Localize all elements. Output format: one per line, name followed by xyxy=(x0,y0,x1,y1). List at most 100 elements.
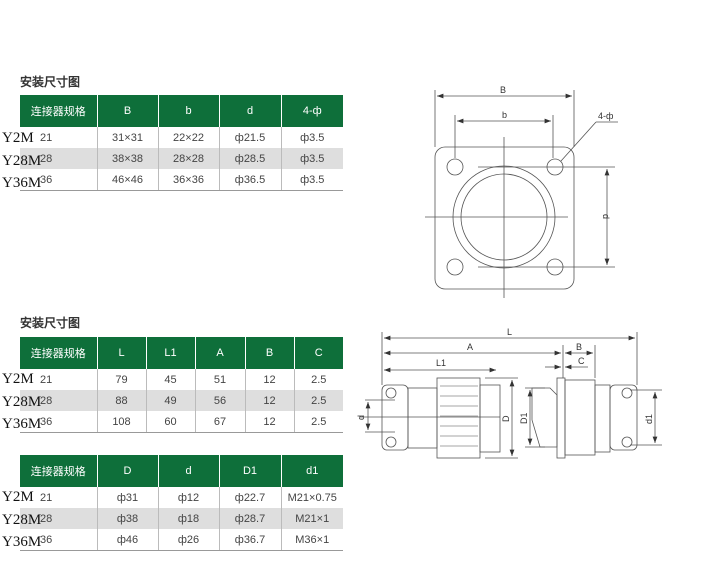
cell: 28 xyxy=(20,390,98,411)
header-cell: b xyxy=(158,95,220,127)
cell: ф21.5 xyxy=(219,127,282,148)
dim-label-A: A xyxy=(467,342,473,352)
table-row: 28 38×38 28×28 ф28.5 ф3.5 xyxy=(20,148,343,169)
cell: 60 xyxy=(146,411,196,433)
cell: 2.5 xyxy=(294,390,343,411)
length-dimension-table: 连接器规格 L L1 A B C 21 79 45 51 12 2.5 28 88 49 56 12 2.5 … xyxy=(20,337,343,433)
header-cell: d xyxy=(158,455,220,487)
dim-label-b: b xyxy=(502,110,507,120)
cell: ф18 xyxy=(158,508,220,529)
cell: 36×36 xyxy=(158,169,220,191)
cell: 88 xyxy=(97,390,147,411)
flange-front-view: B b 4-ф d xyxy=(425,85,618,298)
header-cell: 连接器规格 xyxy=(20,95,98,127)
header-cell: d1 xyxy=(281,455,343,487)
cell: ф46 xyxy=(97,529,159,551)
cell: ф36.5 xyxy=(219,169,282,191)
cell: 49 xyxy=(146,390,196,411)
dim-label-L1: L1 xyxy=(436,358,446,368)
cell: 108 xyxy=(97,411,147,433)
header-cell: B xyxy=(97,95,159,127)
cell: 21 xyxy=(20,127,98,148)
cell: 28×28 xyxy=(158,148,220,169)
model-label: Y2M xyxy=(2,130,34,146)
table-row: 28 ф38 ф18 ф28.7 M21×1 xyxy=(20,508,343,529)
table-row: 28 88 49 56 12 2.5 xyxy=(20,390,343,411)
cell: ф28.5 xyxy=(219,148,282,169)
cell: ф3.5 xyxy=(281,169,343,191)
table-row: 21 31×31 22×22 ф21.5 ф3.5 xyxy=(20,127,343,148)
cell: ф22.7 xyxy=(219,487,282,508)
cell: 36 xyxy=(20,529,98,551)
dim-label-d: d xyxy=(356,415,366,420)
cell: 22×22 xyxy=(158,127,220,148)
cell: 2.5 xyxy=(311,373,327,386)
cell: ф31 xyxy=(97,487,159,508)
cell: 21 xyxy=(20,487,98,508)
cell: ф28.7 xyxy=(219,508,282,529)
table-row: 36 46×46 36×36 ф36.5 ф3.5 xyxy=(20,169,343,191)
cell: 36 xyxy=(20,169,98,191)
cell: M36×1 xyxy=(281,529,343,551)
header-cell: D xyxy=(97,455,159,487)
header-cell: 连接器规格 xyxy=(20,337,98,369)
model-label: Y28M xyxy=(2,512,42,528)
model-label: Y36M xyxy=(2,534,42,550)
dim-label-C: C xyxy=(578,356,585,366)
cell: 51 xyxy=(195,369,246,390)
dim-label-D1: D1 xyxy=(519,412,529,424)
cell: 12 xyxy=(245,411,295,433)
cell: ф38 xyxy=(97,508,159,529)
cell: 56 xyxy=(195,390,246,411)
model-label: Y36M xyxy=(2,416,42,432)
header-cell: L1 xyxy=(146,337,196,369)
header-cell: B xyxy=(245,337,295,369)
cell: 79 xyxy=(97,369,147,390)
model-label: Y2M xyxy=(2,489,34,505)
cell: 67 xyxy=(195,411,246,433)
cell: 28 xyxy=(20,148,98,169)
dim-label-L: L xyxy=(507,327,512,337)
table-row: 21 ф31 ф12 ф22.7 M21×0.75 xyxy=(20,487,343,508)
cell: ф3.5 xyxy=(300,131,325,144)
cell: 28 xyxy=(20,508,98,529)
cell: 45 xyxy=(146,369,196,390)
header-cell: D1 xyxy=(219,455,282,487)
section-title: 安装尺寸图 xyxy=(20,75,81,89)
model-label: Y36M xyxy=(2,175,42,191)
header-cell: L xyxy=(97,337,147,369)
cell: 36 xyxy=(20,411,98,433)
table-row: 36 108 60 67 12 2.5 xyxy=(20,411,343,433)
cell: 21 xyxy=(20,369,98,390)
header-cell: A xyxy=(195,337,246,369)
dim-label-d: d xyxy=(601,214,611,219)
cell: 38×38 xyxy=(97,148,159,169)
section-title: 安装尺寸图 xyxy=(20,316,81,330)
header-cell: 连接器规格 xyxy=(20,455,98,487)
cell: 31×31 xyxy=(97,127,159,148)
cell: 2.5 xyxy=(294,411,343,433)
cell: 12 xyxy=(245,390,295,411)
model-label: Y2M xyxy=(2,371,34,387)
cell: ф12 xyxy=(158,487,220,508)
cell: 46×46 xyxy=(97,169,159,191)
model-label: Y28M xyxy=(2,394,42,410)
cell: M21×0.75 xyxy=(287,491,337,504)
dim-label-holes: 4-ф xyxy=(598,111,614,121)
cell: ф3.5 xyxy=(281,148,343,169)
cell: ф36.7 xyxy=(219,529,282,551)
table-row: 21 79 45 51 12 2.5 xyxy=(20,369,343,390)
header-cell: C xyxy=(294,337,343,369)
connector-side-view: L A L1 B C d D D1 d1 xyxy=(356,327,662,459)
dim-label-D: D xyxy=(501,415,511,422)
header-cell: 4-ф xyxy=(281,95,343,127)
cell: 12 xyxy=(245,369,295,390)
dim-label-d1: d1 xyxy=(644,414,654,424)
cell: ф26 xyxy=(158,529,220,551)
table-row: 36 ф46 ф26 ф36.7 M36×1 xyxy=(20,529,343,551)
dim-label-B: B xyxy=(576,342,582,352)
header-cell: d xyxy=(219,95,282,127)
